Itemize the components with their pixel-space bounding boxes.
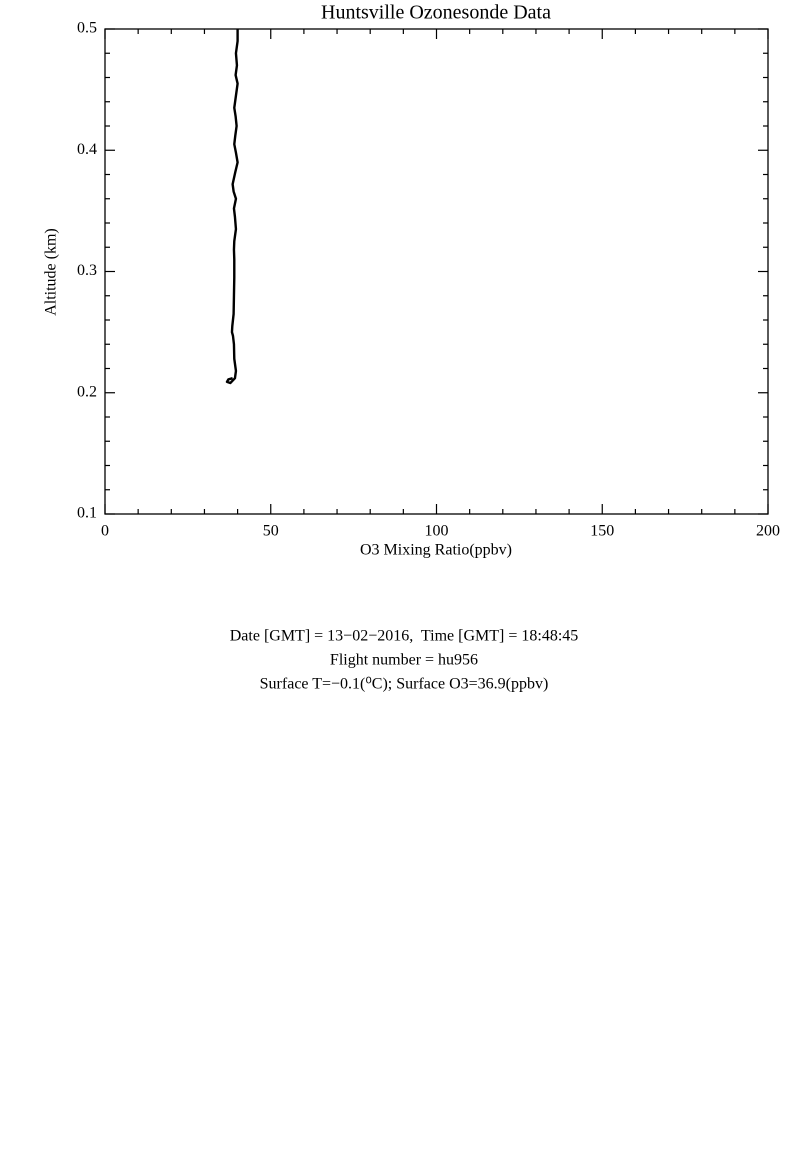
y-axis-label: Altitude (km) — [43, 228, 60, 316]
y-tick-label: 0.1 — [77, 505, 97, 522]
data-line — [225, 29, 239, 385]
y-tick-label: 0.4 — [77, 141, 97, 158]
x-tick-label: 200 — [756, 523, 780, 540]
footer-line: Surface T=−0.1(⁰C); Surface O3=36.9(ppbv… — [260, 676, 549, 693]
footer-line: Date [GMT] = 13−02−2016, Time [GMT] = 18… — [230, 628, 579, 645]
x-tick-label: 0 — [101, 523, 109, 540]
footer-line: Flight number = hu956 — [330, 652, 478, 669]
y-tick-label: 0.5 — [77, 20, 97, 37]
y-tick-label: 0.2 — [77, 383, 97, 400]
x-tick-label: 100 — [425, 523, 449, 540]
chart-title: Huntsville Ozonesonde Data — [321, 2, 551, 24]
y-tick-label: 0.3 — [77, 262, 97, 279]
x-tick-label: 150 — [590, 523, 614, 540]
x-axis-label: O3 Mixing Ratio(ppbv) — [360, 542, 512, 559]
x-tick-label: 50 — [263, 523, 279, 540]
plot-frame — [104, 28, 769, 515]
